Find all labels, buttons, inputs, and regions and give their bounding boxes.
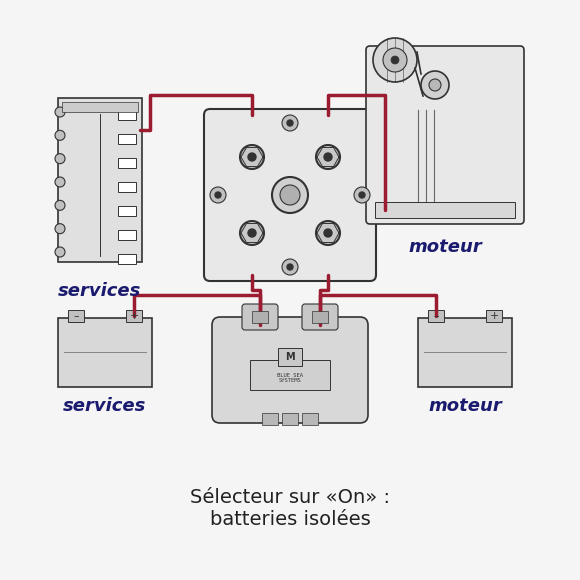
Text: –: –: [433, 311, 439, 321]
Text: –: –: [73, 311, 79, 321]
Bar: [302, 413, 318, 425]
Bar: [68, 310, 84, 322]
Circle shape: [421, 71, 449, 99]
Bar: [282, 413, 298, 425]
Circle shape: [55, 130, 65, 140]
Circle shape: [282, 259, 298, 275]
Bar: [126, 310, 142, 322]
Circle shape: [215, 192, 221, 198]
Bar: [252, 311, 268, 323]
Circle shape: [280, 185, 300, 205]
FancyBboxPatch shape: [212, 317, 368, 423]
Bar: [278, 348, 302, 366]
Bar: [312, 311, 328, 323]
Circle shape: [316, 221, 340, 245]
Bar: [428, 310, 444, 322]
Circle shape: [324, 153, 332, 161]
Polygon shape: [241, 223, 263, 242]
Circle shape: [248, 229, 256, 237]
Circle shape: [55, 224, 65, 234]
Text: BLUE SEA
SYSTEMS: BLUE SEA SYSTEMS: [277, 372, 303, 383]
Circle shape: [55, 177, 65, 187]
FancyBboxPatch shape: [366, 46, 524, 224]
Bar: [375, 202, 515, 218]
Text: services: services: [59, 282, 142, 300]
Circle shape: [210, 187, 226, 203]
Bar: [118, 182, 136, 192]
FancyBboxPatch shape: [302, 304, 338, 330]
Circle shape: [287, 120, 293, 126]
Bar: [486, 310, 502, 322]
Bar: [118, 254, 136, 264]
Bar: [62, 102, 138, 112]
Circle shape: [55, 247, 65, 257]
Text: +: +: [490, 311, 499, 321]
Circle shape: [55, 200, 65, 211]
FancyBboxPatch shape: [58, 318, 152, 387]
Circle shape: [272, 177, 308, 213]
Circle shape: [240, 145, 264, 169]
Polygon shape: [317, 147, 339, 166]
Circle shape: [378, 203, 392, 217]
Text: +: +: [129, 311, 139, 321]
FancyBboxPatch shape: [58, 98, 142, 262]
Circle shape: [354, 187, 370, 203]
Bar: [118, 230, 136, 240]
Bar: [118, 134, 136, 144]
Circle shape: [316, 145, 340, 169]
FancyBboxPatch shape: [204, 109, 376, 281]
Circle shape: [373, 38, 417, 82]
Circle shape: [359, 192, 365, 198]
Circle shape: [324, 229, 332, 237]
Text: moteur: moteur: [428, 397, 502, 415]
Circle shape: [55, 154, 65, 164]
Text: moteur: moteur: [408, 238, 482, 256]
Text: services: services: [63, 397, 147, 415]
Bar: [262, 413, 278, 425]
Bar: [118, 206, 136, 216]
Circle shape: [55, 107, 65, 117]
Circle shape: [287, 264, 293, 270]
FancyBboxPatch shape: [418, 318, 512, 387]
Polygon shape: [241, 147, 263, 166]
Text: M: M: [285, 352, 295, 362]
Circle shape: [248, 153, 256, 161]
Bar: [250, 360, 330, 390]
Circle shape: [391, 56, 399, 64]
Text: Sélecteur sur «On» :: Sélecteur sur «On» :: [190, 488, 390, 507]
FancyBboxPatch shape: [242, 304, 278, 330]
Circle shape: [282, 115, 298, 131]
Circle shape: [240, 221, 264, 245]
Bar: [118, 110, 136, 120]
Circle shape: [383, 48, 407, 72]
Circle shape: [429, 79, 441, 91]
Polygon shape: [317, 223, 339, 242]
Text: batteries isolées: batteries isolées: [209, 510, 371, 529]
Bar: [118, 158, 136, 168]
